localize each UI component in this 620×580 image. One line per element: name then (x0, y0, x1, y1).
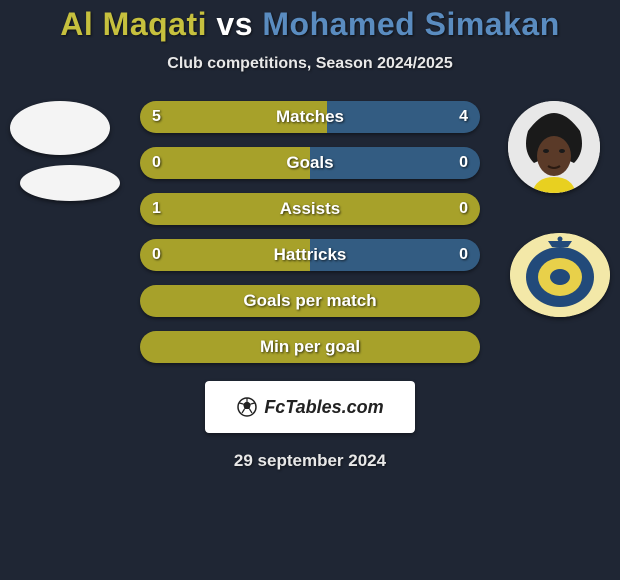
stat-row: Hattricks00 (140, 239, 480, 271)
source-badge: FcTables.com (205, 381, 415, 433)
page-title: Al Maqati vs Mohamed Simakan (0, 6, 620, 43)
player2-avatar (508, 101, 600, 193)
bar-segment-player2 (310, 239, 480, 271)
bar-segment-player1 (140, 147, 310, 179)
subtitle: Club competitions, Season 2024/2025 (0, 55, 620, 73)
bar-segment-player1 (140, 239, 310, 271)
stat-row: Min per goal (140, 331, 480, 363)
bar-segment-player1 (140, 331, 480, 363)
bar-segment-player2 (327, 101, 480, 133)
comparison-card: Al Maqati vs Mohamed Simakan Club compet… (0, 0, 620, 471)
source-badge-text: FcTables.com (264, 397, 383, 418)
stat-row: Goals00 (140, 147, 480, 179)
date-text: 29 september 2024 (0, 451, 620, 471)
bar-segment-player1 (140, 285, 480, 317)
bar-segment-player1 (140, 101, 327, 133)
stat-bars: Matches54 Goals00 Assists10 Hattricks00 Goal… (140, 101, 480, 377)
title-player2: Mohamed Simakan (262, 6, 559, 42)
title-player1: Al Maqati (60, 6, 207, 42)
stats-area: Matches54 Goals00 Assists10 Hattricks00 Goal… (0, 101, 620, 381)
bar-segment-player1 (140, 193, 480, 225)
stat-row: Assists10 (140, 193, 480, 225)
bar-segment-player2 (310, 147, 480, 179)
soccer-ball-icon (236, 396, 258, 418)
player1-avatar (10, 101, 110, 155)
player1-club-badge (20, 165, 120, 201)
stat-row: Matches54 (140, 101, 480, 133)
title-vs: vs (216, 6, 253, 42)
player2-club-badge (510, 233, 610, 317)
stat-row: Goals per match (140, 285, 480, 317)
source-badge-inner: FcTables.com (236, 396, 383, 418)
